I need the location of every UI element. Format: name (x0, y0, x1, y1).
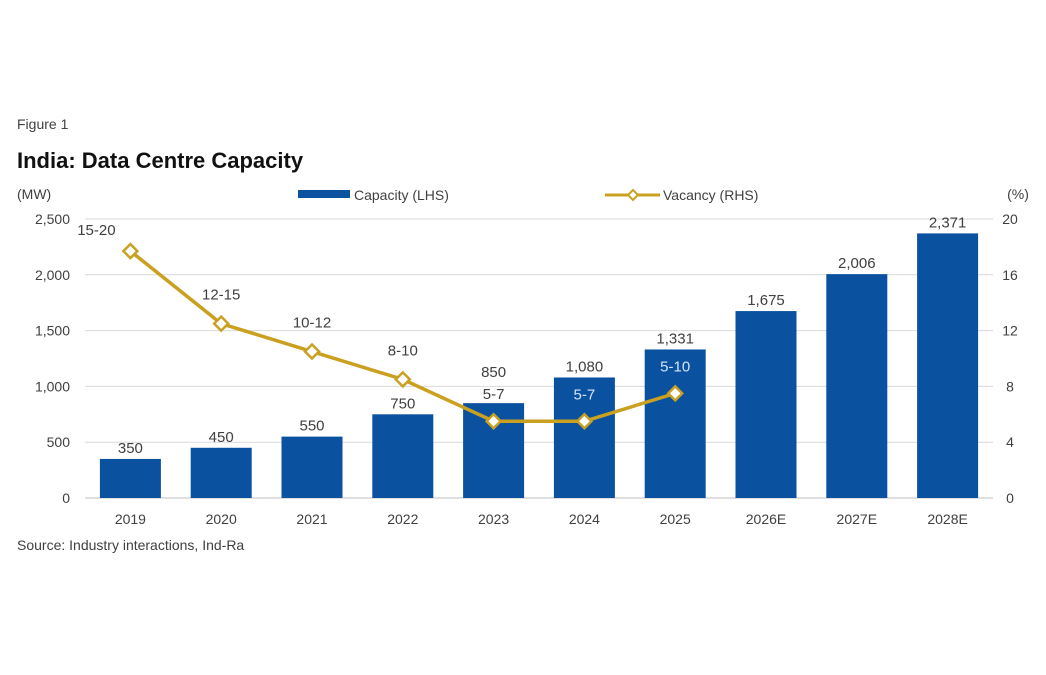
x-tick-label: 2028E (927, 511, 967, 527)
x-tick-label: 2026E (746, 511, 786, 527)
vacancy-marker-2020 (212, 314, 230, 333)
bar-capacity-2019 (99, 458, 161, 498)
bar-capacity-2026E (735, 311, 797, 498)
vacancy-label: 8-10 (388, 342, 418, 359)
bar-capacity-2021 (281, 436, 343, 498)
y2-tick-label: 12 (1002, 323, 1018, 339)
vacancy-marker-2024 (575, 412, 594, 431)
y-tick-label: 1,500 (35, 323, 70, 339)
bar-capacity-2028E (917, 233, 979, 498)
legend-capacity-label: Capacity (LHS) (354, 187, 449, 203)
bar-capacity-2025 (644, 349, 706, 498)
vacancy-label: 15-20 (77, 222, 115, 239)
bar-label: 450 (209, 429, 234, 446)
bar-label: 850 (481, 364, 506, 381)
y-tick-label: 2,000 (35, 267, 70, 283)
bar-capacity-2022 (372, 414, 434, 498)
y-axis-label: (MW) (17, 186, 51, 202)
bar-label: 750 (390, 395, 415, 412)
vacancy-label: 10-12 (293, 315, 331, 332)
x-tick-label: 2024 (569, 511, 600, 527)
bar-label: 1,675 (747, 292, 785, 309)
y2-axis-label: (%) (1007, 186, 1029, 202)
x-tick-label: 2023 (478, 511, 509, 527)
legend-vacancy-label: Vacancy (RHS) (663, 187, 758, 203)
vacancy-label: 5-7 (574, 386, 596, 403)
x-tick-label: 2025 (660, 511, 691, 527)
bar-label: 550 (299, 418, 324, 435)
bar-label: 350 (118, 440, 143, 457)
vacancy-marker-2021 (303, 342, 321, 361)
y-tick-label: 0 (62, 490, 70, 506)
y-tick-label: 1,000 (35, 378, 70, 394)
bar-label: 1,331 (656, 330, 694, 347)
vacancy-marker-2025 (666, 384, 684, 403)
bar-label: 2,006 (838, 255, 876, 272)
bar-capacity-2027E (826, 274, 888, 498)
y2-tick-label: 4 (1006, 434, 1014, 450)
y2-tick-label: 16 (1002, 267, 1018, 283)
x-tick-label: 2020 (206, 511, 237, 527)
legend-capacity-swatch (298, 190, 350, 198)
x-tick-label: 2022 (387, 511, 418, 527)
x-tick-label: 2021 (296, 511, 327, 527)
vacancy-marker-2019 (121, 242, 140, 260)
bar-label: 2,371 (929, 214, 967, 231)
y-tick-label: 2,500 (35, 211, 70, 227)
vacancy-label: 12-15 (202, 287, 240, 304)
x-tick-label: 2019 (115, 511, 146, 527)
bar-capacity-2020 (190, 447, 252, 498)
bar-label: 1,080 (566, 358, 604, 375)
figure-label: Figure 1 (17, 116, 69, 132)
vacancy-marker-2022 (394, 370, 412, 389)
legend-vacancy-marker (626, 188, 640, 202)
chart-title: India: Data Centre Capacity (17, 148, 304, 173)
y2-tick-label: 0 (1006, 490, 1014, 506)
bar-capacity-2024 (553, 377, 615, 498)
y2-tick-label: 8 (1006, 378, 1014, 394)
vacancy-label: 5-7 (483, 386, 505, 403)
x-tick-label: 2027E (837, 511, 877, 527)
source-note: Source: Industry interactions, Ind-Ra (17, 537, 245, 553)
vacancy-label: 5-10 (660, 358, 690, 375)
vacancy-marker-2023 (484, 412, 503, 431)
y2-tick-label: 20 (1002, 211, 1018, 227)
y-tick-label: 500 (47, 434, 71, 450)
